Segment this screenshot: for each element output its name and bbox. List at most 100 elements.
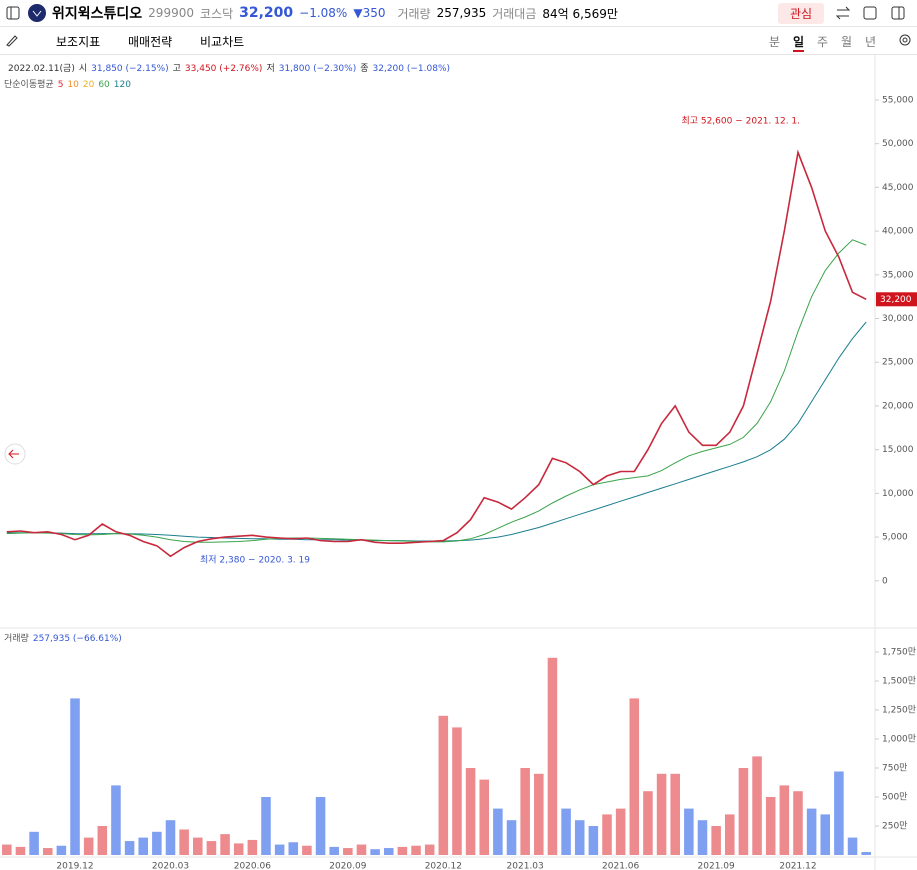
volume-bar — [452, 727, 462, 855]
volume-bar — [329, 846, 339, 855]
volume-tick-label: 250만 — [882, 821, 907, 832]
stock-code: 299900 — [148, 6, 194, 20]
volume-bar — [779, 785, 790, 855]
volume-bar — [370, 849, 380, 855]
y-tick-label: 20,000 — [882, 401, 914, 411]
x-tick-label: 2020.09 — [329, 862, 366, 870]
period-tab[interactable]: 월 — [841, 35, 853, 49]
period-tab[interactable]: 일 — [793, 33, 805, 52]
period-tab[interactable]: 년 — [865, 35, 877, 49]
volume-bar — [684, 808, 694, 855]
volume-bar — [574, 820, 585, 855]
volume-bar — [288, 842, 299, 855]
volume-bar — [711, 826, 721, 855]
volume-bar — [343, 848, 353, 855]
x-tick-label: 2021.06 — [602, 862, 639, 870]
price-line — [6, 321, 867, 542]
volume-bar — [70, 698, 80, 855]
watch-button[interactable]: 관심 — [778, 3, 825, 24]
info-item: 저 — [266, 63, 274, 74]
volume-bar — [111, 785, 121, 855]
volume-bar — [697, 820, 708, 855]
volume-bar — [302, 845, 312, 855]
ma-period: 5 — [58, 80, 64, 90]
stock-name: 위지윅스튜디오 — [52, 6, 143, 22]
info-item: 종 — [360, 63, 368, 74]
volume-bar — [397, 846, 408, 855]
x-tick-label: 2021.12 — [779, 862, 816, 870]
tool-button[interactable]: 매매전략 — [128, 35, 173, 49]
volume-bar — [383, 848, 394, 855]
volume-bar — [233, 843, 244, 855]
y-tick-label: 40,000 — [882, 227, 914, 237]
volume-bar — [315, 797, 326, 855]
info-item: 시 — [79, 63, 87, 74]
y-tick-label: 55,000 — [882, 95, 914, 105]
amount-label: 거래대금 — [492, 6, 537, 21]
tool-button[interactable]: 비교차트 — [200, 35, 245, 49]
volume-bar — [438, 715, 449, 855]
volume-bar — [411, 845, 421, 855]
y-tick-label: 0 — [882, 576, 888, 586]
annotation: 최저 2,380 − 2020. 3. 19 — [200, 554, 310, 565]
volume-bar — [124, 841, 135, 855]
chart: 2022.02.11(금) 시 31,850 (−2.15%) 고 33,450 (+2… — [0, 55, 917, 870]
volume-bar — [97, 826, 108, 855]
y-tick-label: 10,000 — [882, 489, 914, 499]
volume-bar — [629, 698, 640, 855]
volume-bar — [670, 773, 680, 855]
price-tag-label: 32,200 — [880, 295, 912, 305]
volume-bar — [861, 852, 871, 855]
change-value: 350 — [362, 6, 386, 20]
price: 32,200 — [239, 5, 294, 21]
volume-bar — [29, 831, 39, 855]
toolbar: 보조지표 매매전략 비교차트 분 일 주 월 년 — [0, 27, 917, 55]
volume-bar — [534, 773, 544, 855]
volume-bar — [643, 791, 653, 855]
volume-tick-label: 1,000만 — [882, 734, 916, 745]
sidebar-icon[interactable] — [6, 6, 20, 20]
settings-icon[interactable] — [898, 33, 912, 47]
x-tick-label: 2019.12 — [56, 862, 93, 870]
price-line — [6, 239, 867, 543]
x-tick-label: 2020.03 — [152, 862, 189, 870]
ma-title: 단순이동평균 — [4, 79, 54, 90]
y-tick-label: 5,000 — [882, 533, 908, 543]
y-tick-label: 50,000 — [882, 139, 914, 149]
volume-tick-label: 1,250만 — [882, 705, 916, 716]
volume-bar — [261, 797, 271, 855]
volume-bar — [752, 756, 762, 855]
volume-bar — [493, 808, 503, 855]
change-pct: −1.08% — [299, 6, 348, 20]
volume-bar — [506, 820, 517, 855]
volume-bar — [138, 837, 149, 855]
tool-button[interactable]: 보조지표 — [56, 35, 101, 49]
volume-info: 거래량 257,935 (−66.61%) — [4, 632, 122, 644]
annotation: 최고 52,600 − 2021. 12. 1. — [681, 115, 800, 126]
volume-bar — [847, 837, 858, 855]
info-item: 33,450 (+2.76%) — [185, 64, 263, 74]
draw-icon[interactable] — [5, 33, 19, 47]
volume-bar — [656, 773, 667, 855]
volume-tick-label: 1,750만 — [882, 647, 916, 658]
volume-bar — [588, 826, 599, 855]
volume-bar — [165, 820, 176, 855]
info-item: 2022.02.11(금) — [8, 63, 75, 74]
volume-bar — [834, 771, 844, 855]
logo — [28, 4, 46, 22]
volume-bar — [247, 839, 258, 855]
volume-label: 거래량 — [397, 6, 431, 21]
volume-bar — [820, 814, 831, 855]
volume-bar — [42, 848, 53, 855]
change: ▼350 — [353, 6, 386, 20]
header: 위지윅스튜디오 299900 코스닥 32,200 −1.08% ▼350 거래… — [0, 0, 917, 27]
volume-bar — [615, 808, 626, 855]
volume-bar — [56, 845, 67, 855]
header-icons — [836, 6, 905, 20]
period-tab[interactable]: 분 — [769, 35, 781, 49]
volume-bar — [206, 841, 217, 855]
period-tab[interactable]: 주 — [817, 35, 829, 49]
volume-bar — [220, 834, 230, 855]
volume-bar — [274, 844, 285, 855]
info-item: 31,850 (−2.15%) — [91, 64, 169, 74]
